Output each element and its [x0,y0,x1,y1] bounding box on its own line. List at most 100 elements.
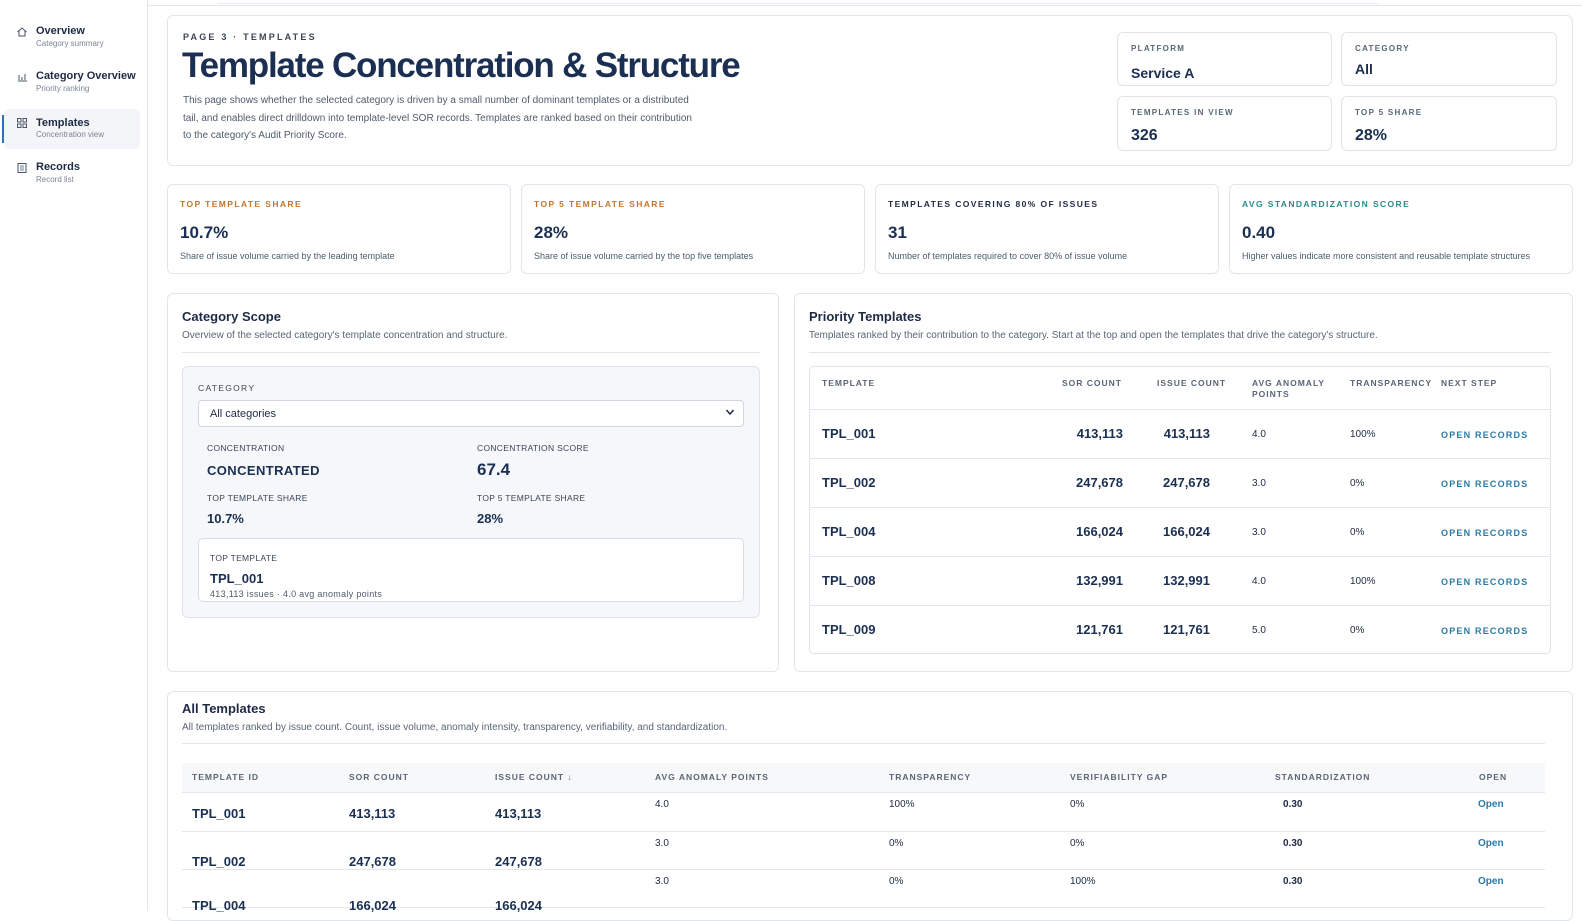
issue-count: 166,024 [495,898,542,913]
issue-count: 247,678 [495,854,542,869]
chevron-down-icon [725,407,735,420]
top5-share-box: TOP 5 SHARE 28% [1341,96,1557,151]
concentration-score-label: CONCENTRATION SCORE [477,443,589,453]
template-id[interactable]: TPL_002 [192,854,246,869]
template-id[interactable]: TPL_008 [822,573,876,588]
page-description: This page shows whether the selected cat… [183,95,692,141]
open-link[interactable]: Open [1478,876,1504,887]
open-records-link[interactable]: OPEN RECORDS [1441,430,1529,440]
template-id[interactable]: TPL_002 [822,475,876,490]
issue-count: 132,991 [1163,573,1210,588]
category-select-label: CATEGORY [198,383,256,393]
column-header-avg-anomaly[interactable]: AVG ANOMALY POINTS [655,772,769,782]
metric-description: Share of issue volume carried by the top… [534,251,754,261]
scope-title: Category Scope [182,309,281,324]
sidebar-item-templates[interactable]: Templates Concentration view [2,109,140,149]
table-row[interactable]: TPL_009 121,761 121,761 5.0 0% OPEN RECO… [810,605,1550,653]
transparency: 100% [889,799,915,810]
column-header-template-id[interactable]: TEMPLATE ID [192,772,260,782]
page-eyebrow: PAGE 3 · TEMPLATES [183,32,317,42]
sidebar-item-label: Overview [36,25,85,37]
grid-icon [16,117,28,129]
table-row[interactable]: TPL_001 413,113 413,113 4.0 100% OPEN RE… [810,409,1550,458]
sidebar-item-records[interactable]: Records Record list [4,158,140,198]
open-records-link[interactable]: OPEN RECORDS [1441,479,1529,489]
sor-count: 413,113 [349,806,396,821]
column-header-sor-count[interactable]: SOR COUNT [349,772,409,782]
column-header-sor-count: SOR COUNT [1062,378,1122,388]
template-id[interactable]: TPL_004 [192,898,246,913]
priority-title: Priority Templates [809,309,922,324]
column-header-transparency[interactable]: TRANSPARENCY [889,772,972,782]
template-id[interactable]: TPL_001 [822,426,876,441]
category-scope-card: Category Scope Overview of the selected … [167,293,779,672]
top-template-box[interactable]: TOP TEMPLATE TPL_001 413,113 issues · 4.… [198,538,744,602]
bar-chart-icon [16,71,28,83]
metric-description: Higher values indicate more consistent a… [1242,251,1531,261]
transparency: 100% [1350,576,1376,587]
metric-value: 0.40 [1242,223,1276,242]
top5-share-value: 28% [1355,127,1388,144]
verifiability-gap: 0% [1070,799,1085,810]
category-box[interactable]: CATEGORY All [1341,32,1557,86]
table-row[interactable]: TPL_002 247,678 247,678 3.0 0% 0% 0.30 O… [182,832,1545,870]
sidebar-item-category-overview[interactable]: Category Overview Priority ranking [4,67,140,107]
metric-card-top-template-share: TOP TEMPLATE SHARE 10.7% Share of issue … [167,184,511,274]
table-row[interactable]: TPL_004 166,024 166,024 3.0 0% 100% 0.30… [182,870,1545,913]
avg-anomaly: 3.0 [655,876,669,887]
column-header-verifiability-gap[interactable]: VERIFIABILITY GAP [1070,772,1169,782]
platform-box[interactable]: PLATFORM Service A [1117,32,1332,86]
issue-count: 413,113 [495,806,542,821]
sidebar-item-label: Templates [36,117,90,129]
avg-anomaly: 4.0 [655,799,669,810]
template-id[interactable]: TPL_009 [822,622,876,637]
sor-count: 166,024 [1076,524,1123,539]
table-row[interactable]: TPL_004 166,024 166,024 3.0 0% OPEN RECO… [810,507,1550,556]
open-records-link[interactable]: OPEN RECORDS [1441,577,1529,587]
all-templates-card: All Templates All templates ranked by is… [167,691,1573,921]
all-templates-description: All templates ranked by issue count. Cou… [182,722,728,733]
issue-count: 166,024 [1163,524,1210,539]
table-row[interactable]: TPL_001 413,113 413,113 4.0 100% 0% 0.30… [182,794,1545,832]
standardization: 0.30 [1283,876,1303,887]
metric-description: Number of templates required to cover 80… [888,251,1128,261]
metric-description: Share of issue volume carried by the lea… [180,251,395,261]
column-header-standardization[interactable]: STANDARDIZATION [1275,772,1371,782]
top5-share-label: TOP 5 SHARE [1355,108,1423,117]
open-link[interactable]: Open [1478,799,1504,810]
issue-count: 247,678 [1163,475,1210,490]
divider [182,352,760,353]
sidebar-item-overview[interactable]: Overview Category summary [4,22,140,62]
metric-card-top5-template-share: TOP 5 TEMPLATE SHARE 28% Share of issue … [521,184,865,274]
template-id[interactable]: TPL_004 [822,524,876,539]
templates-in-view-value: 326 [1131,127,1158,144]
metric-value: 31 [888,223,907,242]
metric-label: TOP TEMPLATE SHARE [180,199,303,209]
document-icon [16,162,28,174]
verifiability-gap: 100% [1070,876,1096,887]
sidebar-item-sublabel: Priority ranking [36,84,90,93]
sidebar-item-sublabel: Record list [36,175,74,184]
header-card: PAGE 3 · TEMPLATES Template Concentratio… [167,15,1573,166]
open-link[interactable]: Open [1478,838,1504,849]
top-template-share-label: TOP TEMPLATE SHARE [207,493,308,503]
platform-label: PLATFORM [1131,44,1186,53]
open-records-link[interactable]: OPEN RECORDS [1441,528,1529,538]
issue-count: 121,761 [1163,622,1210,637]
table-row[interactable]: TPL_008 132,991 132,991 4.0 100% OPEN RE… [810,556,1550,605]
avg-anomaly: 3.0 [655,838,669,849]
sor-count: 166,024 [349,898,396,913]
column-header-next-step: NEXT STEP [1441,378,1498,388]
avg-anomaly: 4.0 [1252,576,1266,587]
top-template-label: TOP TEMPLATE [210,553,278,563]
avg-anomaly: 5.0 [1252,625,1266,636]
open-records-link[interactable]: OPEN RECORDS [1441,626,1529,636]
template-id[interactable]: TPL_001 [192,806,246,821]
transparency: 100% [1350,429,1376,440]
metric-card-templates-80: TEMPLATES COVERING 80% OF ISSUES 31 Numb… [875,184,1219,274]
standardization: 0.30 [1283,799,1303,810]
divider [182,743,1545,744]
category-select[interactable]: All categories [198,400,744,427]
column-header-issue-count[interactable]: ISSUE COUNT ↓ [495,772,573,782]
table-row[interactable]: TPL_002 247,678 247,678 3.0 0% OPEN RECO… [810,458,1550,507]
